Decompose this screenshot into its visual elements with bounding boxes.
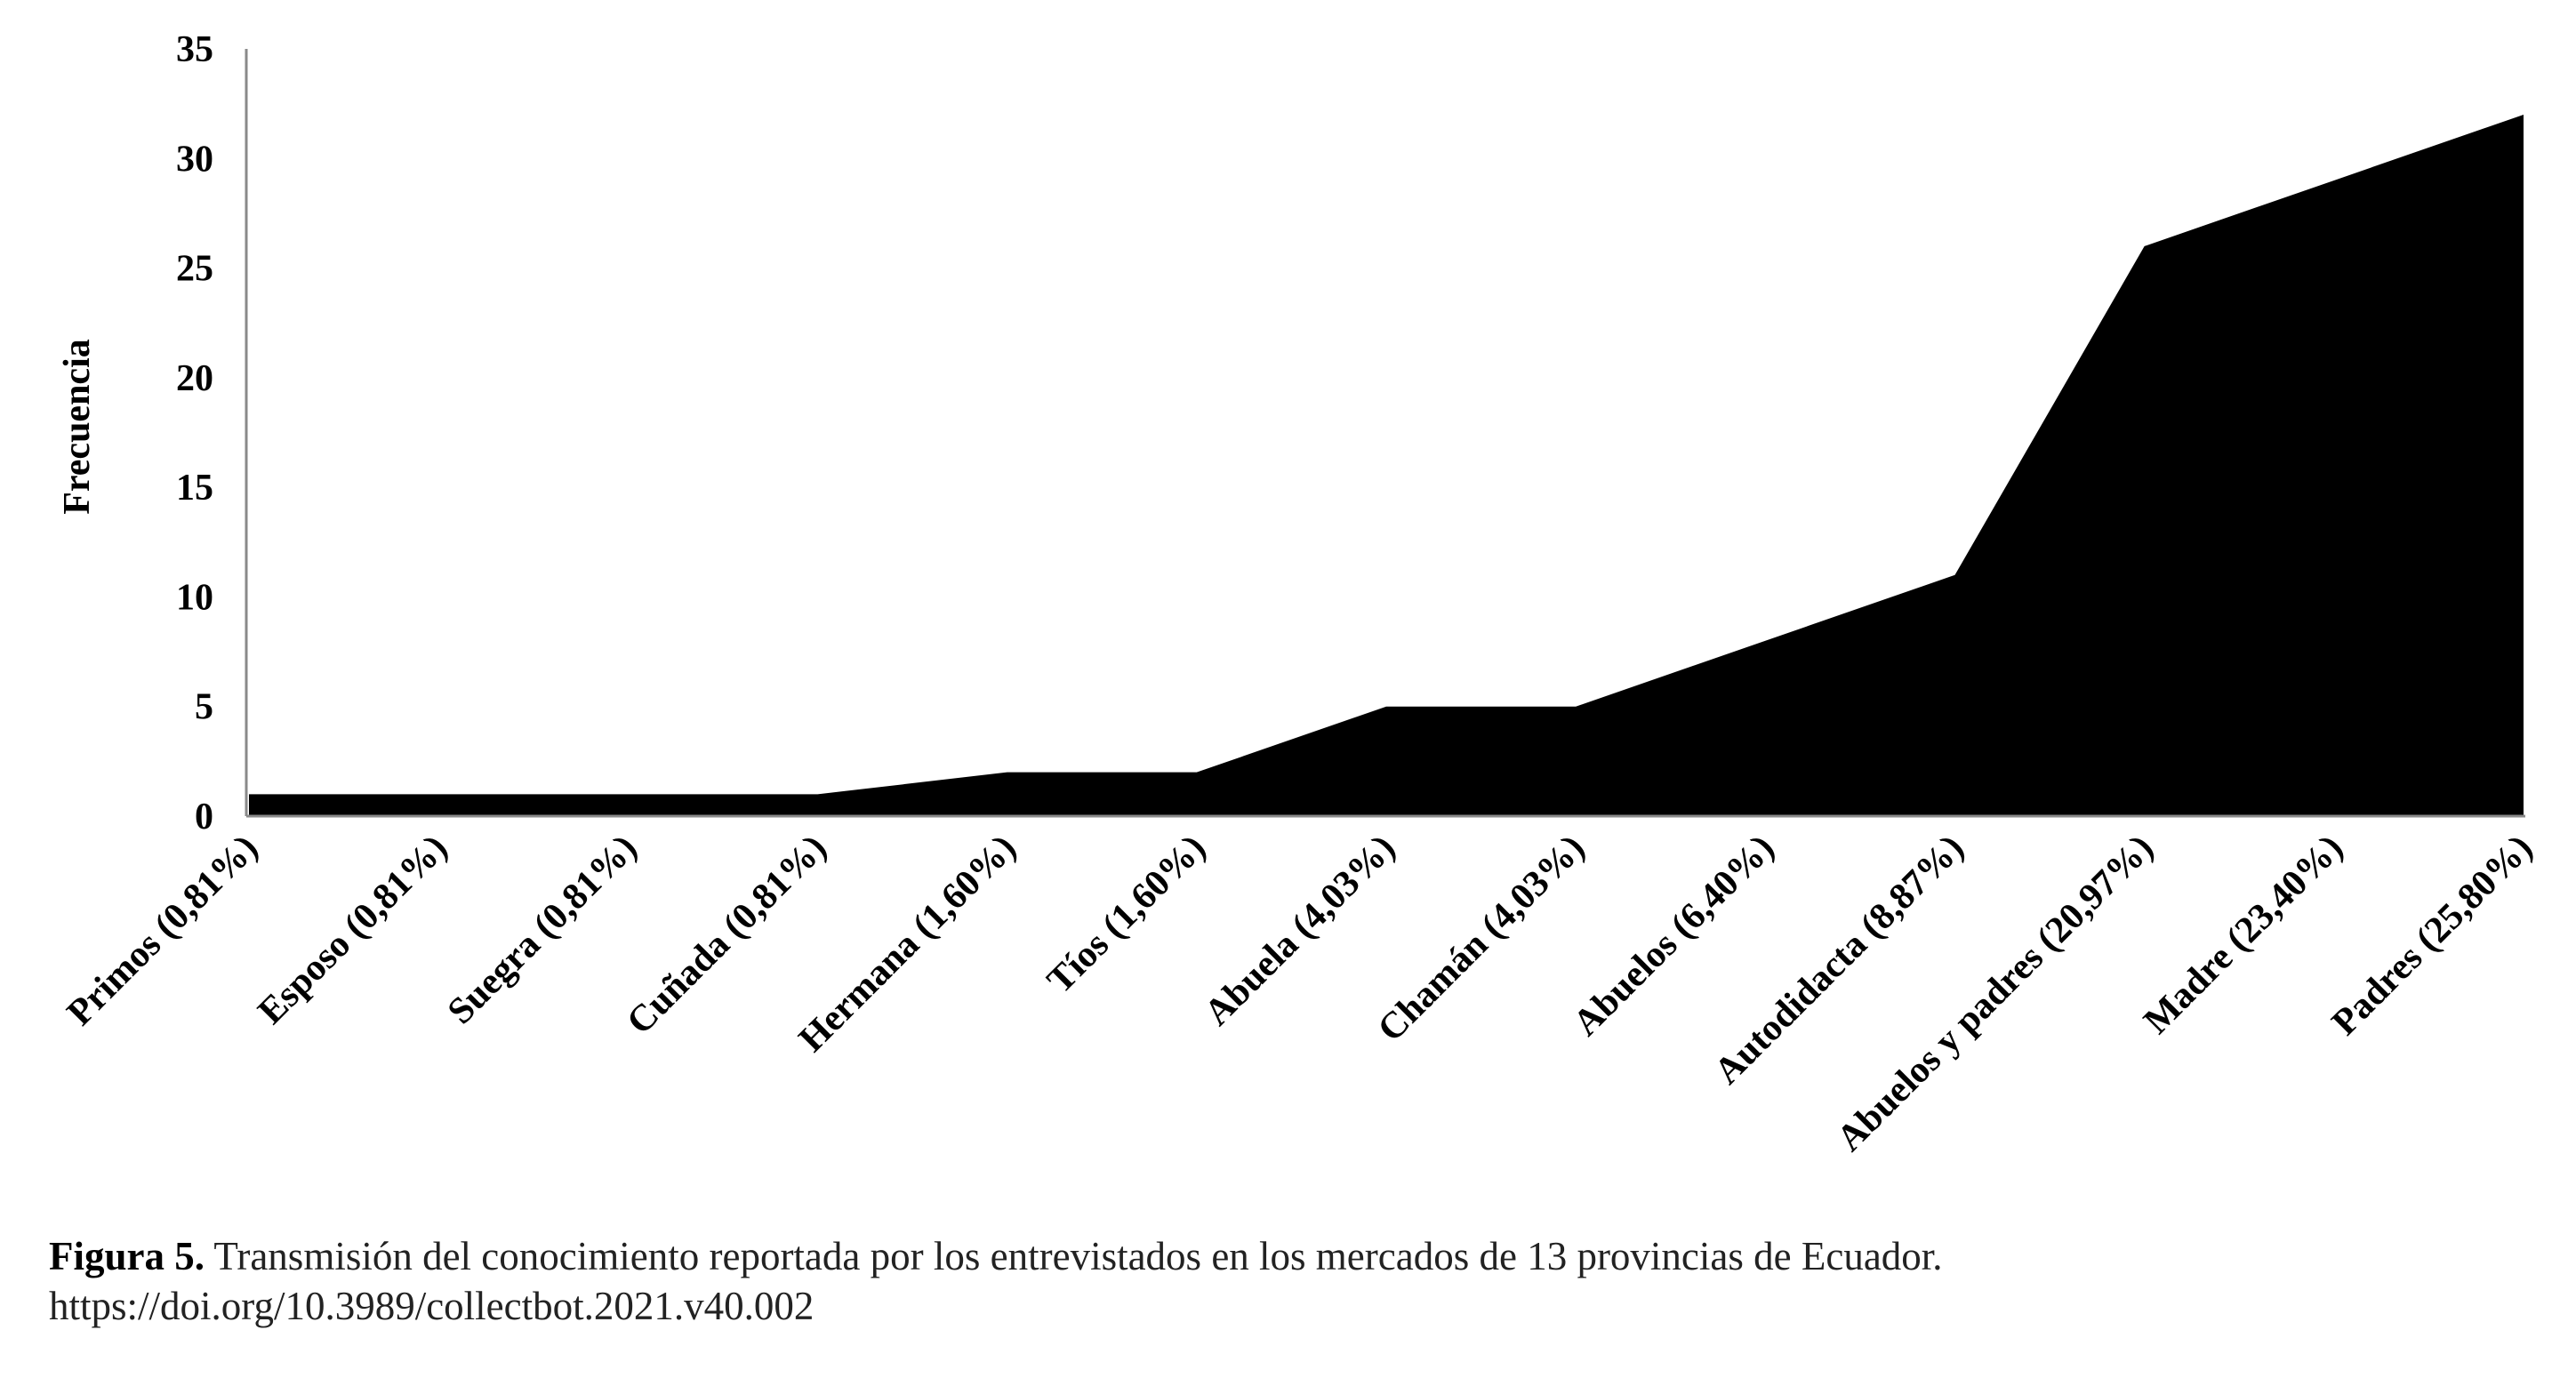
caption-text: Transmisión del conocimiento reportada p… <box>205 1234 1943 1278</box>
y-tick-label: 15 <box>176 468 213 509</box>
x-tick-label: Abuela (4,03%) <box>1197 828 1403 1034</box>
y-tick-label: 30 <box>176 139 213 180</box>
y-tick-label: 5 <box>195 687 213 728</box>
x-tick-label: Chamán (4,03%) <box>1370 828 1593 1050</box>
y-tick-label: 10 <box>176 577 213 618</box>
x-tick-label: Esposo (0,81%) <box>251 828 456 1033</box>
figure-label: Figura 5. <box>49 1234 205 1278</box>
caption-line-1: Figura 5. Transmisión del conocimiento r… <box>49 1231 2539 1281</box>
y-tick-label: 0 <box>195 797 213 837</box>
x-tick-label: Abuelos y padres (20,97%) <box>1829 828 2162 1160</box>
y-tick-label: 25 <box>176 249 213 290</box>
x-axis-ticks: Primos (0,81%)Esposo (0,81%)Suegra (0,81… <box>60 828 2540 1160</box>
x-tick-label: Suegra (0,81%) <box>440 828 646 1033</box>
area-chart: 0 5 10 15 20 25 30 35 Frecuencia Primos (0,81%)… <box>57 29 2540 1160</box>
caption-doi: https://doi.org/10.3989/collectbot.2021.… <box>49 1284 815 1328</box>
x-tick-label: Tíos (1,60%) <box>1039 828 1214 1002</box>
x-tick-label: Cuñada (0,81%) <box>619 828 834 1043</box>
y-axis-ticks: 0 5 10 15 20 25 30 35 <box>176 29 213 837</box>
y-tick-label: 35 <box>176 29 213 70</box>
area-series <box>249 114 2524 816</box>
x-tick-label: Madre (23,40%) <box>2136 828 2350 1042</box>
y-tick-label: 20 <box>176 358 213 399</box>
y-axis-label: Frecuencia <box>57 339 98 515</box>
x-tick-label: Padres (25,80%) <box>2324 828 2540 1044</box>
x-tick-label: Primos (0,81%) <box>60 828 266 1034</box>
x-tick-label: Abuelos (6,40%) <box>1566 828 1783 1045</box>
figure-caption: Figura 5. Transmisión del conocimiento r… <box>49 1231 2539 1331</box>
